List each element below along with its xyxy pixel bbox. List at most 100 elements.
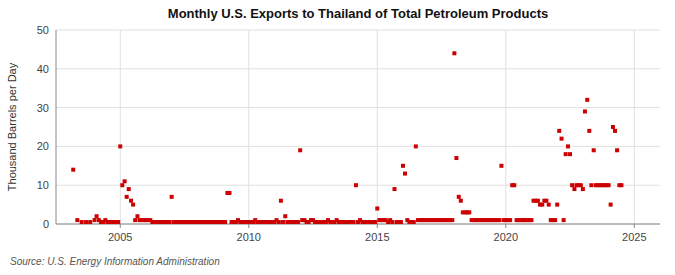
point (277, 220, 281, 224)
point (123, 179, 127, 183)
point (71, 168, 75, 172)
point (392, 187, 396, 191)
point (457, 195, 461, 199)
background (0, 0, 675, 275)
y-grid-line (56, 30, 660, 31)
x-tick-label: 2015 (365, 231, 389, 243)
x-grid-line (377, 30, 378, 224)
point (589, 183, 593, 187)
point (540, 203, 544, 207)
point (454, 156, 458, 160)
point (227, 191, 231, 195)
point (84, 220, 88, 224)
x-grid-line (634, 30, 635, 224)
point (375, 206, 379, 210)
y-grid-line (56, 107, 660, 108)
point (450, 218, 454, 222)
y-tick-label: 40 (37, 63, 49, 75)
x-tick (120, 224, 121, 228)
point (585, 98, 589, 102)
point (125, 195, 129, 199)
point (607, 183, 611, 187)
point (352, 220, 356, 224)
point (536, 199, 540, 203)
point (592, 148, 596, 152)
point (508, 218, 512, 222)
title: Monthly U.S. Exports to Thailand of Tota… (168, 6, 548, 21)
point (281, 220, 285, 224)
point (116, 220, 120, 224)
y-tick-label: 10 (37, 179, 49, 191)
x-tick-label: 2020 (494, 231, 518, 243)
point (459, 199, 463, 203)
point (390, 220, 394, 224)
point (547, 203, 551, 207)
x-grid-line (248, 30, 249, 224)
point (583, 109, 587, 113)
point (581, 187, 585, 191)
point (298, 148, 302, 152)
x-grid-line (505, 30, 506, 224)
point (120, 183, 124, 187)
point (127, 187, 131, 191)
point (562, 218, 566, 222)
x-tick-label: 2025 (622, 231, 646, 243)
y-axis-label: Thousand Barrels per Day (6, 62, 18, 191)
point (544, 199, 548, 203)
point (499, 164, 503, 168)
point (609, 203, 613, 207)
y-axis (56, 30, 57, 224)
point (512, 183, 516, 187)
point (529, 218, 533, 222)
point (399, 220, 403, 224)
point (572, 187, 576, 191)
x-grid-line (120, 30, 121, 224)
point (354, 183, 358, 187)
points (71, 51, 623, 224)
point (131, 203, 135, 207)
point (403, 172, 407, 176)
point (587, 129, 591, 133)
point (93, 218, 97, 222)
point (566, 144, 570, 148)
point (619, 183, 623, 187)
point (95, 214, 99, 218)
x-tick-label: 2005 (108, 231, 132, 243)
point (283, 214, 287, 218)
point (133, 218, 137, 222)
point (118, 144, 122, 148)
point (373, 220, 377, 224)
point (564, 152, 568, 156)
point (613, 129, 617, 133)
point (223, 220, 227, 224)
point (579, 183, 583, 187)
x-tick (634, 224, 635, 228)
y-grid-line (56, 68, 660, 69)
y-tick-label: 50 (37, 24, 49, 36)
grid (56, 30, 660, 224)
point (129, 199, 133, 203)
point (88, 220, 92, 224)
y-tick-label: 20 (37, 140, 49, 152)
point (553, 218, 557, 222)
point (615, 148, 619, 152)
point (568, 152, 572, 156)
source-note: Source: U.S. Energy Information Administ… (10, 256, 220, 267)
point (557, 129, 561, 133)
point (412, 220, 416, 224)
point (570, 183, 574, 187)
x-tick-label: 2010 (237, 231, 261, 243)
point (452, 51, 456, 55)
y-grid-line (56, 185, 660, 186)
point (467, 210, 471, 214)
point (279, 199, 283, 203)
point (296, 220, 300, 224)
point (75, 218, 79, 222)
x-tick (505, 224, 506, 228)
point (560, 137, 564, 141)
point (414, 144, 418, 148)
point (401, 164, 405, 168)
point (135, 214, 139, 218)
point (555, 203, 559, 207)
y-tick-label: 30 (37, 102, 49, 114)
